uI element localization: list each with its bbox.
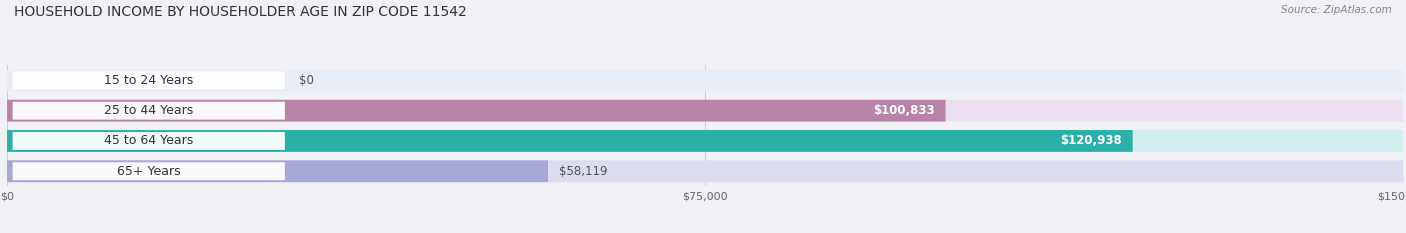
Text: 15 to 24 Years: 15 to 24 Years [104, 74, 194, 87]
Text: 65+ Years: 65+ Years [117, 165, 180, 178]
FancyBboxPatch shape [7, 69, 1403, 91]
FancyBboxPatch shape [13, 162, 285, 180]
FancyBboxPatch shape [7, 100, 946, 122]
Text: $0: $0 [299, 74, 314, 87]
FancyBboxPatch shape [7, 160, 548, 182]
FancyBboxPatch shape [13, 132, 285, 150]
Text: 25 to 44 Years: 25 to 44 Years [104, 104, 194, 117]
Text: $100,833: $100,833 [873, 104, 935, 117]
FancyBboxPatch shape [7, 130, 1133, 152]
FancyBboxPatch shape [7, 160, 1403, 182]
FancyBboxPatch shape [13, 72, 285, 89]
FancyBboxPatch shape [7, 100, 1403, 122]
Text: 45 to 64 Years: 45 to 64 Years [104, 134, 194, 147]
Text: $58,119: $58,119 [560, 165, 607, 178]
Text: HOUSEHOLD INCOME BY HOUSEHOLDER AGE IN ZIP CODE 11542: HOUSEHOLD INCOME BY HOUSEHOLDER AGE IN Z… [14, 5, 467, 19]
Text: Source: ZipAtlas.com: Source: ZipAtlas.com [1281, 5, 1392, 15]
Text: $120,938: $120,938 [1060, 134, 1122, 147]
FancyBboxPatch shape [7, 130, 1403, 152]
FancyBboxPatch shape [13, 102, 285, 120]
